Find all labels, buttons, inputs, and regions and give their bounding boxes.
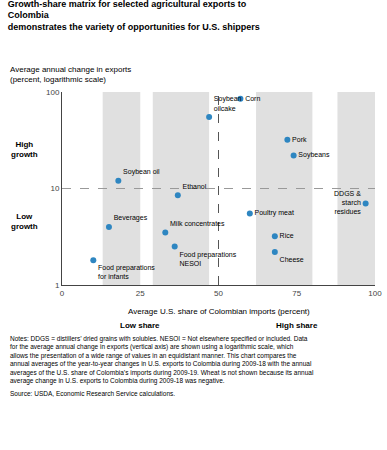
svg-text:50: 50 <box>214 289 223 298</box>
svg-text:Rice: Rice <box>280 232 294 239</box>
svg-text:Food preparationsfor infants: Food preparationsfor infants <box>98 264 155 280</box>
svg-text:25: 25 <box>136 289 145 298</box>
svg-text:Soybean oil: Soybean oil <box>123 168 160 176</box>
svg-text:High share: High share <box>276 321 318 330</box>
svg-text:Notes: DDGS = distillers’ drie: Notes: DDGS = distillers’ dried grains w… <box>10 335 314 385</box>
svg-text:Average annual change in expor: Average annual change in exports(percent… <box>10 65 131 84</box>
svg-text:Highgrowth: Highgrowth <box>11 140 38 159</box>
svg-text:Lowgrowth: Lowgrowth <box>11 212 38 231</box>
svg-text:75: 75 <box>292 289 301 298</box>
svg-text:DDGS &starchresidues: DDGS &starchresidues <box>334 190 361 215</box>
svg-text:Poultry meat: Poultry meat <box>255 209 294 217</box>
svg-text:Source: USDA, Economic Researc: Source: USDA, Economic Research Service … <box>10 390 175 397</box>
svg-text:Milk concentrates: Milk concentrates <box>170 220 225 227</box>
svg-text:Beverages: Beverages <box>114 214 148 222</box>
svg-text:Food preparationsNESOI: Food preparationsNESOI <box>179 251 236 267</box>
svg-text:Soybeanoilcake: Soybeanoilcake <box>214 95 242 111</box>
svg-text:Ethanol: Ethanol <box>183 183 207 190</box>
svg-text:Pork: Pork <box>292 136 307 143</box>
svg-text:Average U.S. share of Colombia: Average U.S. share of Colombian imports … <box>128 307 310 316</box>
svg-text:100: 100 <box>46 88 60 97</box>
svg-text:1: 1 <box>55 281 60 290</box>
svg-text:10: 10 <box>50 184 59 193</box>
svg-text:0: 0 <box>60 289 65 298</box>
svg-text:Corn: Corn <box>245 95 260 102</box>
svg-text:Cheese: Cheese <box>280 256 304 263</box>
svg-text:Growth-share matrix for select: Growth-share matrix for selected agricul… <box>8 0 260 32</box>
svg-text:100: 100 <box>368 289 382 298</box>
svg-text:Soybeans: Soybeans <box>298 151 330 159</box>
svg-text:Low share: Low share <box>120 321 160 330</box>
